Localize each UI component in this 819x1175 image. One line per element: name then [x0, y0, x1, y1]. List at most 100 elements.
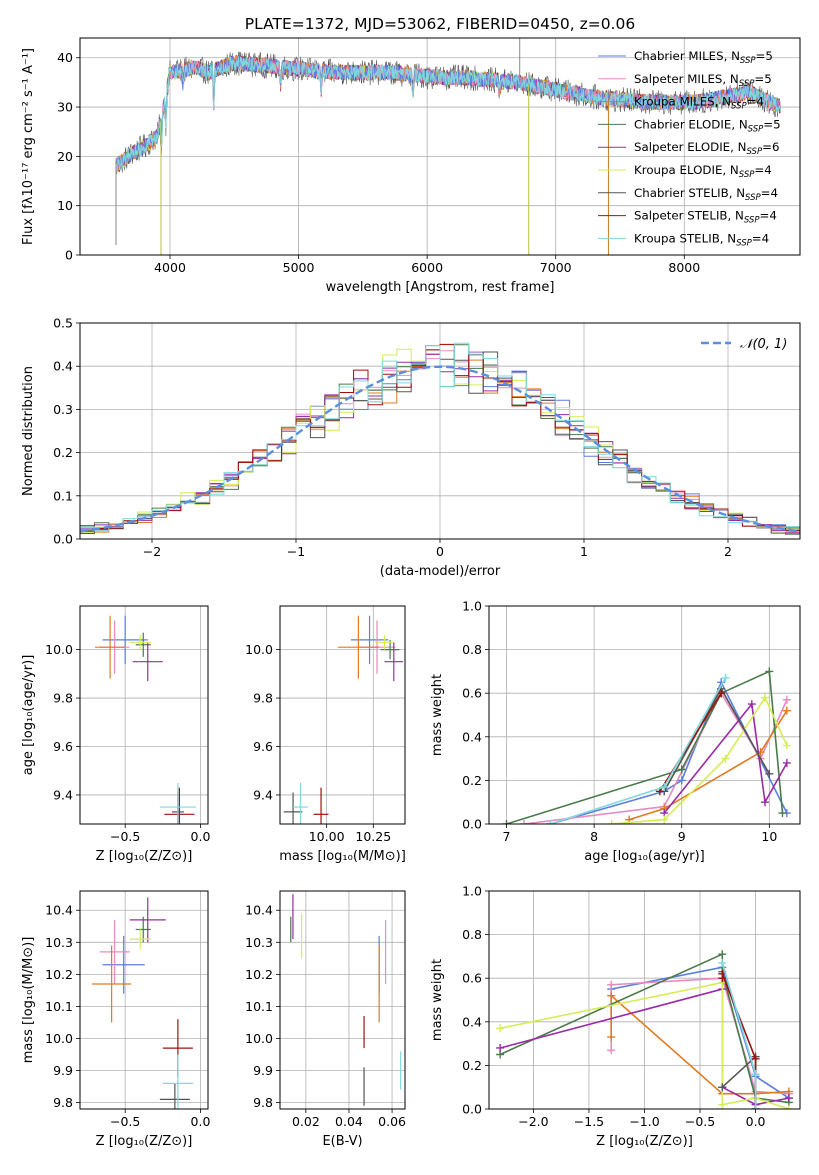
x-tick-label: −1.0 — [629, 1114, 659, 1129]
massweight_vs_Z-plot-area — [496, 950, 793, 1109]
marker-chabrier_elodie — [778, 809, 787, 818]
y-tick-label: 10.0 — [45, 642, 73, 657]
massweight_vs_age-axes: 7 8 9 10 0.0 0.2 0.4 0.6 0.8 1.0 age [log₁₀(age/yr… — [430, 599, 801, 864]
series-line-salpeter_miles — [523, 691, 788, 824]
x-tick-label: 0.0 — [191, 829, 211, 844]
y-tick-label: 9.8 — [253, 691, 273, 706]
x-tick-label: 0.02 — [292, 1114, 320, 1129]
y-tick-label: 10.0 — [245, 642, 273, 657]
x-tick-label: 8 — [590, 829, 598, 844]
series-kroupa_stelib — [546, 673, 730, 824]
mass_vs_Z-plot-area — [92, 897, 193, 1109]
marker-chabrier_miles — [677, 776, 686, 785]
massweight_vs_Z-xlabel: Z [log₁₀(Z/Z⊙)] — [596, 1134, 693, 1149]
errorbar-kroupa_elodie — [129, 635, 151, 650]
marker-salpeter_elodie — [760, 798, 769, 807]
y-tick-label: 10.0 — [45, 1031, 73, 1046]
errorbar-kroupa_miles — [337, 615, 379, 679]
y-tick-label: 0.4 — [462, 729, 482, 744]
residual_histogram-xlabel: (data-model)/error — [380, 564, 501, 579]
y-tick-label: 10.2 — [245, 967, 273, 982]
x-tick-label: 10.00 — [309, 829, 345, 844]
age_vs_mass-frame — [279, 605, 406, 825]
spectrum-plot-area — [115, 38, 781, 255]
massweight_vs_age-xlabel: age [log₁₀(age/yr)] — [584, 849, 705, 864]
x-tick-label: 8000 — [668, 260, 700, 275]
errorbar-kroupa_stelib — [162, 1054, 193, 1109]
marker-kroupa_miles — [607, 1033, 616, 1042]
y-tick-label: 9.4 — [253, 787, 273, 802]
y-tick-label: 0.8 — [462, 642, 482, 657]
spectrum-ylabel: Flux [fλ10⁻¹⁷ erg cm⁻² s⁻¹ A⁻¹] — [21, 48, 36, 245]
marker-kroupa_stelib — [718, 958, 727, 967]
massweight_vs_Z-axes: −2.0 −1.5 −1.0 −0.5 0.0 0.0 0.2 0.4 0.6 0.8 1.0 Z [… — [430, 884, 801, 1149]
y-tick-label: 0.4 — [462, 1014, 482, 1029]
y-tick-label: 0.6 — [462, 686, 482, 701]
x-tick-label: −1 — [287, 544, 305, 559]
spectrum-series-kroupa_stelib — [115, 56, 781, 174]
errorbar-chabrier_miles — [350, 615, 389, 665]
x-tick-label: 7 — [503, 829, 511, 844]
series-line-chabrier_elodie — [506, 670, 784, 824]
spectrum-frame — [79, 37, 801, 256]
series-line-chabrier_miles — [611, 966, 790, 1099]
age_vs_Z-xlabel: Z [log₁₀(Z/Z⊙)] — [96, 849, 193, 864]
legend-entry-chabrier_stelib: Chabrier STELIB, NSSP=4 — [634, 186, 778, 203]
y-tick-label: 10.3 — [45, 935, 73, 950]
y-tick-label: 0 — [65, 248, 73, 263]
massweight_vs_age-ylabel: mass weight — [430, 674, 445, 756]
marker-kroupa_elodie — [607, 820, 616, 824]
marker-salpeter_stelib — [717, 689, 726, 698]
x-tick-label: 0.0 — [746, 1114, 766, 1129]
y-tick-label: 20 — [57, 149, 73, 164]
age_vs_Z-axes: −0.5 0.0 9.4 9.6 9.8 10.0 Z [log₁₀(Z/Z⊙)] age [… — [21, 605, 211, 864]
y-tick-label: 10.4 — [245, 903, 273, 918]
y-tick-label: 0.0 — [462, 1102, 482, 1117]
legend-entry-chabrier_miles: Chabrier MILES, NSSP=5 — [634, 49, 773, 66]
legend-entry-salpeter_elodie: Salpeter ELODIE, NSSP=6 — [634, 140, 779, 157]
errorbar-salpeter_stelib — [164, 787, 195, 824]
mass_vs_ebv-grid — [280, 891, 405, 1109]
series-line-kroupa_miles — [628, 710, 788, 821]
errorbar-kroupa_miles — [92, 945, 132, 1023]
marker-chabrier_stelib — [718, 1083, 727, 1092]
series-kroupa_elodie — [496, 978, 793, 1109]
series-kroupa_stelib — [718, 958, 760, 1109]
residual_histogram-frame — [79, 322, 801, 540]
y-tick-label: 0.1 — [53, 488, 73, 503]
legend-entry-kroupa_elodie: Kroupa ELODIE, NSSP=4 — [634, 163, 772, 180]
massweight_vs_age-frame — [488, 605, 801, 825]
x-tick-label: −1.5 — [574, 1114, 604, 1129]
y-tick-label: 9.6 — [53, 739, 73, 754]
mass_vs_ebv-frame — [279, 890, 406, 1110]
y-tick-label: 0.2 — [53, 445, 73, 460]
y-tick-label: 9.9 — [253, 1063, 273, 1078]
x-tick-label: 9 — [678, 829, 686, 844]
age_vs_Z-grid — [80, 606, 208, 824]
legend-entry-salpeter_miles: Salpeter MILES, NSSP=5 — [634, 72, 772, 89]
marker-chabrier_elodie — [765, 667, 774, 676]
y-tick-label: 1.0 — [462, 884, 482, 899]
marker-salpeter_miles — [782, 695, 791, 704]
marker-kroupa_stelib — [751, 1070, 760, 1079]
marker-salpeter_elodie — [747, 700, 756, 709]
errorbar-chabrier_elodie — [135, 632, 151, 657]
marker-kroupa_stelib — [546, 820, 555, 824]
y-tick-label: 9.8 — [253, 1095, 273, 1110]
marker-salpeter_miles — [607, 1046, 616, 1055]
figure-title: PLATE=1372, MJD=53062, FIBERID=0450, z=0… — [245, 15, 635, 33]
marker-kroupa_stelib — [751, 1105, 760, 1109]
legend-entry-salpeter_stelib: Salpeter STELIB, NSSP=4 — [634, 209, 777, 226]
mass_vs_ebv-axes: 0.02 0.04 0.06 9.8 9.9 10.0 10.1 10.2 10.3 10.4 E(… — [245, 890, 406, 1149]
series-line-salpeter_stelib — [659, 692, 722, 792]
y-tick-label: 0.6 — [462, 971, 482, 986]
series-kroupa_elodie — [607, 693, 791, 824]
errorbar-kroupa_stelib — [159, 782, 196, 824]
errorbar-salpeter_elodie — [132, 642, 163, 682]
y-tick-label: 40 — [57, 50, 73, 65]
mass_vs_ebv-xlabel: E(B-V) — [322, 1134, 362, 1149]
y-tick-label: 10.3 — [245, 935, 273, 950]
x-tick-label: 7000 — [540, 260, 572, 275]
errorbar-salpeter_stelib — [313, 787, 329, 824]
